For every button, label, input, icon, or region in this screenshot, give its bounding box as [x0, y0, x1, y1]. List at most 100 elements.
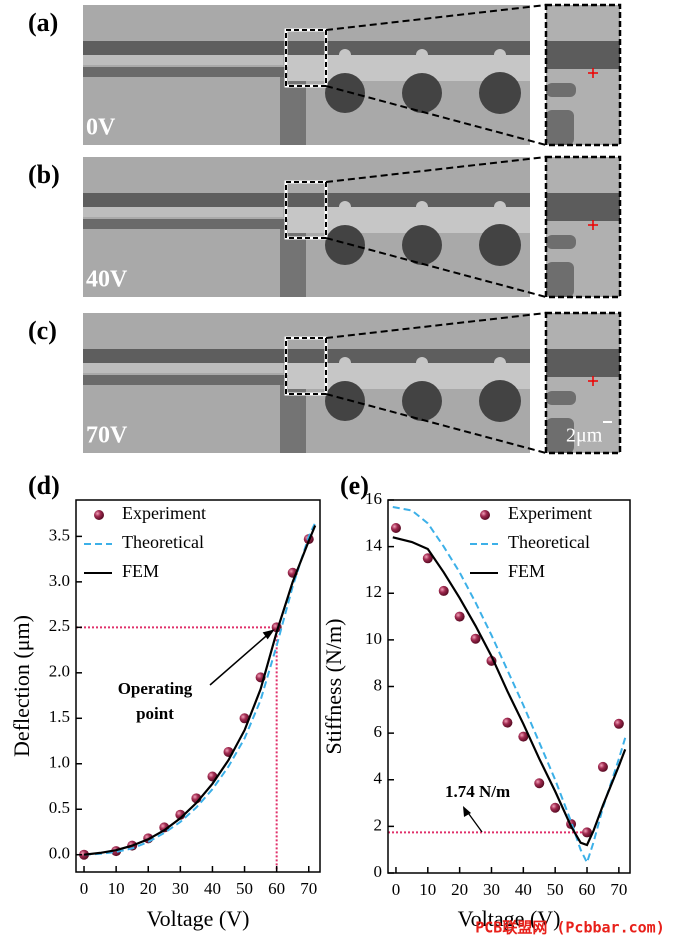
hole	[325, 381, 365, 421]
hole	[325, 73, 365, 113]
notch	[339, 201, 351, 213]
annotation-arrow	[209, 629, 274, 686]
zoom-line	[325, 156, 547, 183]
inset-frame	[544, 311, 622, 455]
x-tick-label: 40	[515, 880, 532, 899]
legend-label: Experiment	[122, 503, 206, 523]
series-line	[392, 536, 627, 847]
legend-label: Theoretical	[508, 532, 590, 552]
notch	[494, 357, 506, 369]
x-tick-label: 70	[610, 880, 627, 899]
x-tick-label: 60	[268, 879, 285, 898]
y-tick-label: 3.0	[49, 571, 70, 590]
data-point	[159, 822, 170, 833]
beam-light	[83, 207, 283, 217]
inset-beam	[546, 193, 620, 221]
anchor	[280, 77, 306, 145]
data-point	[390, 522, 401, 533]
arrow-head	[262, 629, 275, 640]
inset-anchor	[546, 418, 574, 453]
y-tick-label: 2	[374, 815, 383, 834]
data-point	[597, 761, 608, 772]
y-tick-label: 2.0	[49, 662, 70, 681]
annotation: 1.74 N/m	[445, 782, 510, 801]
notch	[494, 201, 506, 213]
inset-frame	[544, 155, 622, 299]
voltage-label: 0V	[86, 115, 116, 141]
series-line	[83, 522, 317, 856]
data-point	[534, 778, 545, 789]
y-tick-label: 1.5	[49, 707, 70, 726]
y-axis-label: Deflection (μm)	[9, 615, 34, 757]
y-tick-label: 8	[374, 675, 383, 694]
anchor	[280, 229, 306, 297]
notch	[494, 49, 506, 61]
data-point	[470, 633, 481, 644]
chart-label: (d)	[28, 471, 60, 500]
zoom-box	[285, 29, 327, 87]
x-tick-label: 30	[483, 880, 500, 899]
y-tick-label: 1.0	[49, 753, 70, 772]
inset-beam	[546, 41, 620, 69]
x-tick-label: 20	[140, 879, 157, 898]
x-tick-label: 0	[392, 880, 401, 899]
beam	[83, 193, 530, 207]
y-tick-label: 0.5	[49, 798, 70, 817]
voltage-label: 70V	[86, 423, 128, 449]
x-tick-label: 10	[108, 879, 125, 898]
data-point	[438, 585, 449, 596]
x-tick-label: 0	[80, 879, 89, 898]
legend-label: Theoretical	[122, 532, 204, 552]
x-tick-label: 20	[451, 880, 468, 899]
hole	[479, 72, 521, 114]
y-tick-label: 12	[365, 582, 382, 601]
x-tick-label: 50	[236, 879, 253, 898]
panel-label: (a)	[28, 8, 58, 37]
series-line	[83, 525, 317, 856]
chart-label: (e)	[340, 471, 369, 500]
x-axis-label: Voltage (V)	[458, 906, 561, 931]
y-tick-label: 16	[365, 489, 382, 508]
panel-label: (b)	[28, 160, 60, 189]
x-tick-label: 40	[204, 879, 221, 898]
data-point	[518, 731, 529, 742]
y-tick-label: 0.0	[49, 844, 70, 863]
data-point	[454, 611, 465, 622]
data-point	[422, 553, 433, 564]
x-tick-label: 70	[300, 879, 317, 898]
annotation: Operating	[118, 679, 193, 698]
arrow-head	[463, 806, 471, 817]
zoom-line	[325, 85, 547, 146]
data-point	[613, 718, 624, 729]
notch	[416, 49, 428, 61]
beam-lower	[83, 375, 288, 385]
series-line	[392, 506, 627, 866]
x-tick-label: 30	[172, 879, 189, 898]
data-point	[550, 802, 561, 813]
voltage-label: 40V	[86, 267, 128, 293]
beam	[83, 41, 530, 55]
hole	[402, 73, 442, 113]
crosshair	[588, 68, 598, 78]
notch	[416, 201, 428, 213]
legend-label: Experiment	[508, 503, 592, 523]
y-tick-label: 10	[365, 629, 382, 648]
y-tick-label: 14	[365, 536, 383, 555]
zoom-line	[325, 237, 547, 298]
inset-anchor	[546, 262, 574, 297]
data-point	[239, 713, 250, 724]
zoom-line	[325, 312, 547, 339]
notch	[416, 357, 428, 369]
beam-light	[83, 363, 283, 373]
plot-frame	[75, 499, 321, 873]
beam	[83, 349, 530, 363]
hole	[479, 380, 521, 422]
inset-anchor	[546, 83, 576, 97]
y-tick-label: 0	[374, 862, 383, 881]
inset-anchor	[546, 110, 574, 145]
scale-bar-label: 2μm	[566, 425, 603, 447]
x-tick-label: 50	[547, 880, 564, 899]
legend-label: FEM	[122, 561, 159, 581]
legend-marker	[480, 510, 490, 520]
hole	[402, 381, 442, 421]
